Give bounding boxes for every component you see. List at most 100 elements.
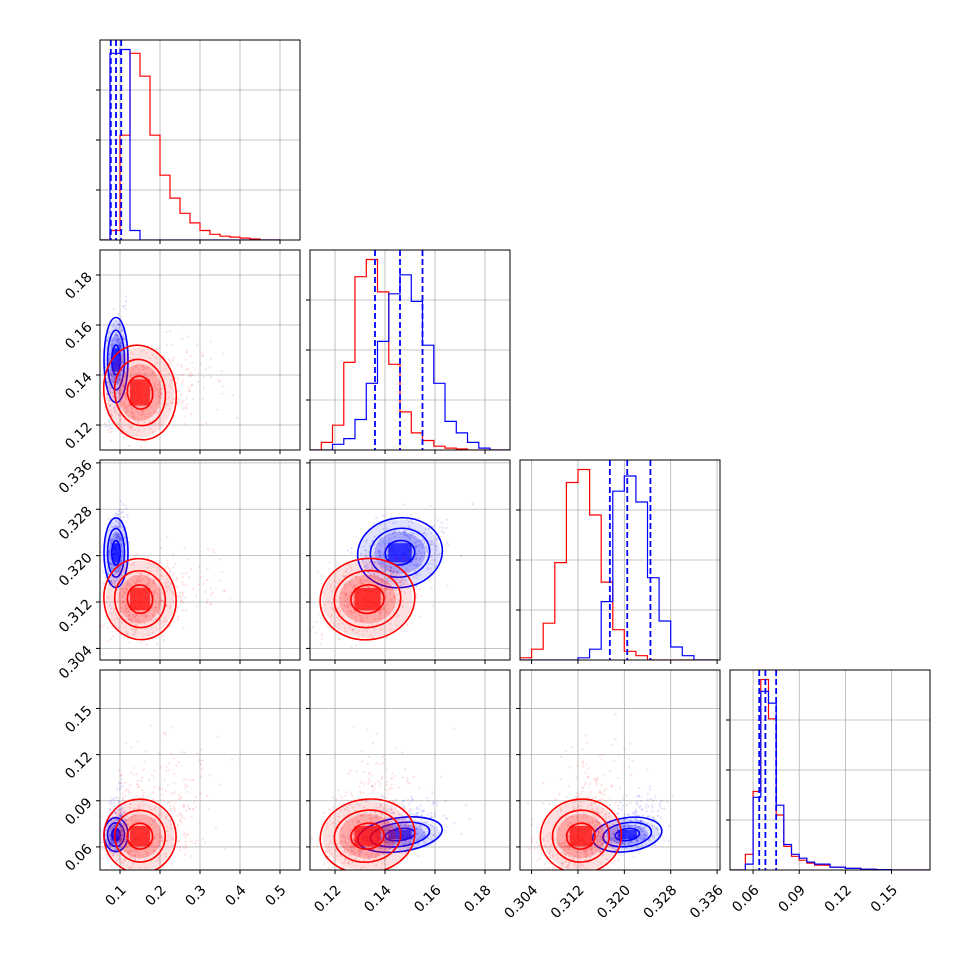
scatter-point	[367, 782, 370, 785]
scatter-point	[212, 551, 216, 554]
scatter-point	[109, 386, 112, 389]
scatter-point	[399, 824, 403, 827]
scatter-point	[384, 587, 387, 590]
scatter-point	[114, 513, 117, 516]
scatter-point	[179, 363, 182, 366]
scatter-point	[619, 801, 622, 805]
scatter-point	[386, 611, 389, 614]
scatter-point	[120, 369, 123, 372]
scatter-point	[126, 608, 129, 611]
scatter-point	[338, 662, 340, 664]
scatter-point	[118, 392, 121, 395]
scatter-point	[410, 534, 413, 538]
scatter-point	[104, 422, 107, 425]
scatter-point	[402, 503, 405, 506]
scatter-point	[127, 614, 131, 617]
scatter-point	[391, 776, 394, 780]
scatter-point	[118, 455, 120, 457]
scatter-point	[221, 570, 224, 574]
scatter-point	[360, 849, 363, 852]
scatter-point	[114, 583, 117, 586]
scatter-point	[445, 526, 448, 530]
scatter-point	[197, 583, 200, 586]
scatter-point	[383, 828, 386, 832]
scatter-point	[172, 573, 175, 576]
scatter-point	[393, 826, 396, 829]
scatter-point	[361, 582, 364, 585]
scatter-point	[143, 367, 147, 370]
scatter-point	[403, 591, 407, 594]
scatter-point	[358, 820, 361, 823]
scatter-point	[373, 573, 376, 576]
scatter-point	[128, 621, 131, 624]
scatter-point	[109, 557, 112, 560]
scatter-point	[184, 406, 187, 409]
scatter-point	[173, 757, 176, 760]
scatter-point	[139, 445, 142, 449]
scatter-point	[196, 752, 199, 756]
scatter-point	[386, 534, 389, 537]
scatter-point	[195, 839, 198, 842]
scatter-point	[196, 343, 199, 346]
scatter-point	[343, 851, 346, 854]
scatter-point	[170, 752, 173, 755]
scatter-point	[109, 604, 112, 607]
scatter-point	[380, 866, 383, 870]
scatter-point	[144, 866, 147, 869]
scatter-point	[136, 783, 140, 786]
scatter-point	[326, 851, 329, 854]
scatter-point	[163, 778, 166, 781]
scatter-point	[343, 840, 346, 843]
scatter-point	[347, 860, 350, 863]
scatter-point	[184, 358, 187, 361]
scatter-point	[129, 850, 132, 854]
scatter-point	[307, 620, 309, 622]
scatter-point	[351, 874, 353, 876]
scatter-point	[201, 351, 204, 354]
scatter-point	[415, 574, 418, 577]
scatter-point	[182, 407, 185, 410]
scatter-point	[153, 849, 156, 853]
scatter-point	[338, 628, 341, 631]
scatter-point	[364, 579, 367, 582]
scatter-point	[156, 610, 159, 613]
scatter-point	[154, 605, 157, 609]
scatter-point	[218, 579, 221, 582]
scatter-point	[185, 571, 188, 575]
scatter-point	[126, 589, 129, 592]
scatter-point	[407, 782, 410, 786]
scatter-point	[416, 812, 420, 815]
scatter-point	[412, 581, 415, 584]
scatter-point	[112, 515, 116, 518]
scatter-point	[398, 581, 401, 584]
scatter-point	[118, 382, 121, 385]
scatter-point	[389, 569, 392, 572]
scatter-point	[112, 535, 115, 538]
scatter-point	[310, 837, 313, 840]
scatter-point	[358, 821, 361, 824]
scatter-point	[418, 587, 421, 590]
scatter-point	[117, 594, 120, 597]
scatter-point	[199, 792, 202, 795]
scatter-point	[374, 864, 377, 867]
scatter-point	[399, 581, 402, 584]
scatter-point	[343, 835, 346, 838]
scatter-point	[124, 307, 127, 310]
scatter-point	[181, 580, 184, 583]
scatter-point	[116, 796, 119, 800]
scatter-point	[169, 605, 172, 608]
scatter-point	[312, 625, 315, 629]
scatter-point	[156, 401, 159, 404]
scatter-point	[436, 804, 439, 807]
scatter-point	[134, 615, 137, 619]
scatter-point	[435, 565, 438, 568]
scatter-point	[180, 795, 183, 799]
scatter-point	[413, 576, 416, 579]
scatter-point	[102, 624, 105, 627]
scatter-point	[122, 600, 125, 603]
scatter-point	[405, 534, 408, 538]
scatter-point	[168, 625, 171, 628]
scatter-point	[352, 850, 355, 854]
scatter-point	[181, 591, 184, 594]
scatter-point	[380, 805, 383, 808]
